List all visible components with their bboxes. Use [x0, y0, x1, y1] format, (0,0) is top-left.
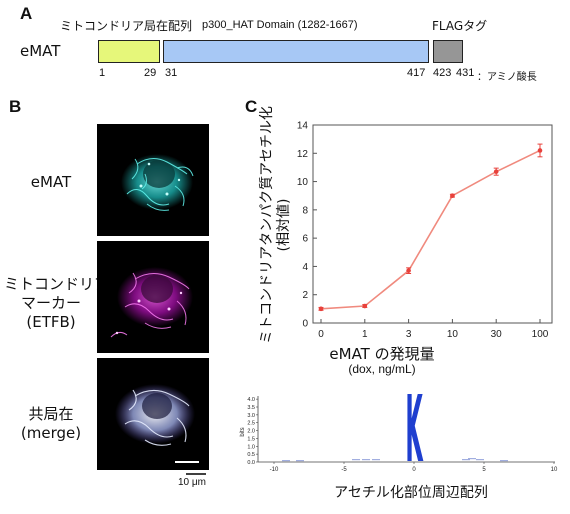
- y-tick-label: 14: [297, 121, 309, 132]
- logo-x-tick-label: 0: [412, 467, 416, 473]
- plot-frame: [312, 124, 553, 324]
- logo-y-tick-label: 1.5: [247, 436, 255, 442]
- logo-y-tick-label: 2.5: [247, 421, 255, 427]
- y-tick-label: 0: [302, 319, 308, 330]
- row-label-emat: eMAT: [10, 173, 92, 192]
- position-1: 1: [99, 67, 106, 79]
- row-label-merge-line2: (merge): [20, 424, 82, 442]
- logo-y-tick-label: 0.0: [247, 460, 255, 466]
- segment-flag-tag: [433, 40, 463, 63]
- y-tick-label: 6: [302, 234, 308, 245]
- logo-y-axis-title: bits: [240, 427, 246, 436]
- logo-x-tick-label: 10: [551, 467, 558, 473]
- x-tick-label: 3: [406, 329, 412, 340]
- panel-label-a: A: [20, 4, 33, 23]
- data-point: [537, 148, 543, 153]
- micrograph-marker: [97, 241, 209, 353]
- x-tick-label: 10: [447, 329, 459, 340]
- position-31: 31: [165, 67, 178, 79]
- x-tick-label: 1: [362, 329, 368, 340]
- micrograph-emat: [97, 124, 209, 236]
- logo-x-tick-label: -5: [341, 467, 347, 473]
- y-tick-label: 12: [297, 149, 309, 160]
- position-431: 431: [456, 67, 475, 79]
- row-label-marker-line2: マーカー: [20, 294, 81, 312]
- position-417: 417: [407, 67, 426, 79]
- logo-minor-residue: [462, 459, 470, 461]
- segment-mts: [98, 40, 160, 63]
- logo-y-tick-label: 4.0: [247, 397, 255, 403]
- position-29: 29: [144, 67, 157, 79]
- data-point: [318, 306, 324, 312]
- x-axis-title: eMAT の発現量: [329, 345, 435, 363]
- data-point: [362, 303, 368, 309]
- logo-x-tick-label: 5: [482, 467, 486, 473]
- scale-bar-label: 10 μm: [178, 477, 206, 488]
- data-point: [450, 193, 455, 199]
- logo-center-residue-k: K: [405, 376, 423, 483]
- panel-label-c: C: [245, 97, 258, 116]
- logo-minor-residue: [476, 459, 484, 461]
- segment-label-flag: FLAGタグ: [432, 19, 488, 33]
- logo-minor-residue: [468, 458, 476, 460]
- logo-minor-residue: [352, 459, 360, 461]
- segment-label-hat: p300_HAT Domain (1282-1667): [202, 19, 358, 31]
- row-label-marker-line1: ミトコンドリア: [4, 275, 110, 293]
- logo-x-axis-title: アセチル化部位周辺配列: [334, 485, 488, 501]
- y-tick-label: 4: [302, 262, 308, 273]
- data-point: [493, 169, 499, 174]
- segment-label-mts: ミトコンドリア局在配列: [60, 19, 193, 33]
- logo-y-tick-label: 0.5: [247, 452, 255, 458]
- logo-y-tick-label: 1.0: [247, 444, 255, 450]
- row-label-marker-line3: (ETFB): [26, 313, 76, 331]
- segment-hat-domain: [163, 40, 429, 63]
- logo-y-tick-label: 2.0: [247, 429, 255, 435]
- row-label-merge: 共局在 (merge): [10, 405, 92, 443]
- x-axis-subtitle: (dox, ng/mL): [348, 362, 416, 376]
- row-label-emat-line1: eMAT: [30, 173, 72, 191]
- x-tick-label: 0: [318, 329, 324, 340]
- logo-minor-residue: [372, 459, 380, 461]
- logo-y-tick-label: 3.0: [247, 413, 255, 419]
- unit-label: ：アミノ酸長: [477, 72, 537, 83]
- construct-name: eMAT: [20, 42, 61, 60]
- logo-minor-residue: [296, 460, 304, 462]
- x-tick-label: 100: [532, 329, 549, 340]
- y-tick-label: 10: [297, 177, 309, 188]
- y-tick-label: 8: [302, 205, 308, 216]
- logo-minor-residue: [500, 460, 508, 462]
- y-tick-label: 2: [302, 290, 308, 301]
- row-label-marker: ミトコンドリア マーカー (ETFB): [4, 275, 110, 332]
- logo-minor-residue: [362, 459, 370, 461]
- micrograph-merge: [97, 358, 209, 470]
- logo-y-tick-label: 3.5: [247, 405, 255, 411]
- panel-label-b: B: [9, 97, 22, 116]
- series-line: [320, 149, 541, 310]
- row-label-merge-line1: 共局在: [28, 405, 74, 423]
- logo-minor-residue: [282, 460, 290, 462]
- data-point: [406, 268, 411, 273]
- position-423: 423: [433, 67, 452, 79]
- x-tick-label: 30: [491, 329, 503, 340]
- logo-x-tick-label: -10: [270, 467, 279, 473]
